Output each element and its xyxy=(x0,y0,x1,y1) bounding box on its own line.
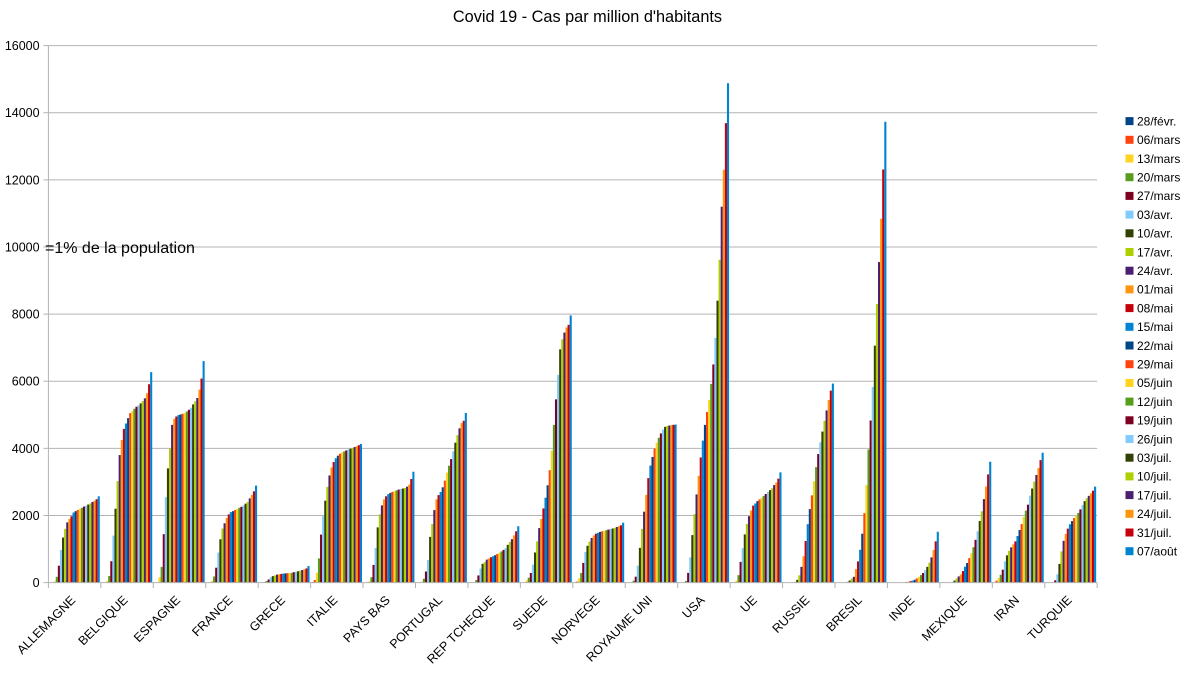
svg-text:10/avr.: 10/avr. xyxy=(1137,227,1173,241)
svg-text:13/mars: 13/mars xyxy=(1137,152,1180,166)
svg-text:28/févr.: 28/févr. xyxy=(1137,114,1176,128)
svg-text:22/mai: 22/mai xyxy=(1137,339,1173,353)
svg-text:26/juin: 26/juin xyxy=(1137,432,1172,446)
svg-text:06/mars: 06/mars xyxy=(1137,133,1180,147)
svg-text:14000: 14000 xyxy=(5,106,40,120)
svg-text:24/juil.: 24/juil. xyxy=(1137,507,1172,521)
svg-text:8000: 8000 xyxy=(12,308,40,322)
svg-text:03/avr.: 03/avr. xyxy=(1137,208,1173,222)
svg-text:16000: 16000 xyxy=(5,39,40,53)
svg-text:31/juil.: 31/juil. xyxy=(1137,526,1172,540)
svg-text:12/juin: 12/juin xyxy=(1137,395,1172,409)
svg-text:12000: 12000 xyxy=(5,173,40,187)
svg-text:07/août: 07/août xyxy=(1137,545,1178,559)
svg-text:17/avr.: 17/avr. xyxy=(1137,245,1173,259)
svg-text:=1% de la population: =1% de la population xyxy=(45,240,195,257)
svg-text:19/juin: 19/juin xyxy=(1137,414,1172,428)
svg-text:05/juin: 05/juin xyxy=(1137,376,1172,390)
svg-text:17/juil.: 17/juil. xyxy=(1137,488,1172,502)
svg-text:Covid 19 - Cas par million d'h: Covid 19 - Cas par million d'habitants xyxy=(453,8,722,26)
svg-text:03/juil.: 03/juil. xyxy=(1137,451,1172,465)
svg-text:6000: 6000 xyxy=(12,375,40,389)
svg-text:01/mai: 01/mai xyxy=(1137,283,1173,297)
svg-text:20/mars: 20/mars xyxy=(1137,171,1180,185)
svg-text:15/mai: 15/mai xyxy=(1137,320,1173,334)
svg-text:2000: 2000 xyxy=(12,509,40,523)
svg-text:29/mai: 29/mai xyxy=(1137,358,1173,372)
svg-text:10000: 10000 xyxy=(5,240,40,254)
svg-text:27/mars: 27/mars xyxy=(1137,189,1180,203)
svg-text:24/avr.: 24/avr. xyxy=(1137,264,1173,278)
svg-text:0: 0 xyxy=(33,576,40,590)
svg-text:08/mai: 08/mai xyxy=(1137,301,1173,315)
svg-text:10/juil.: 10/juil. xyxy=(1137,470,1172,484)
svg-text:4000: 4000 xyxy=(12,442,40,456)
